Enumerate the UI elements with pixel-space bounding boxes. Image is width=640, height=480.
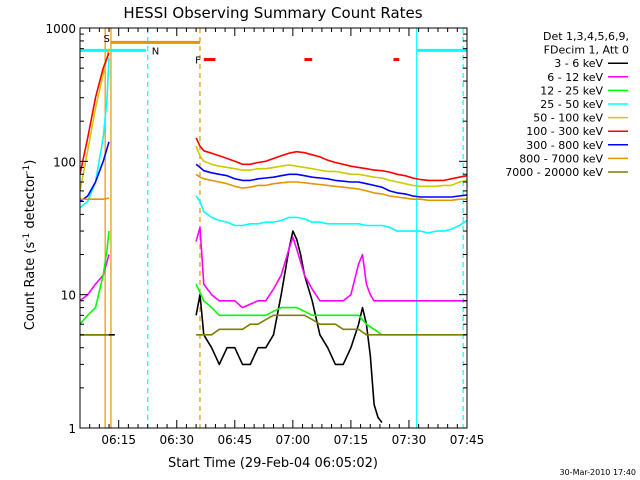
series-line-5 [195,137,467,182]
chart-title: HESSI Observing Summary Count Rates [123,4,422,22]
legend-label: 25 - 50 keV [540,98,603,111]
series-line-7 [195,173,467,202]
legend-label: 50 - 100 keV [533,112,603,125]
plot-frame [79,27,468,429]
x-tick-label: 07:00 [276,433,311,447]
series-line-4 [195,145,467,188]
legend-label: 100 - 300 keV [526,125,603,138]
series-line-2 [195,283,467,336]
series-line-8 [196,314,467,336]
series-line-5 [80,52,110,175]
y-tick-label: 10 [61,289,76,303]
series-line-2 [80,231,110,325]
x-axis-label: Start Time (29-Feb-04 06:05:02) [168,456,378,471]
legend-label: 800 - 7000 keV [519,152,603,165]
plot-area: S N F [80,28,467,428]
x-tick-label: 07:45 [450,433,485,447]
x-tick-label: 06:45 [218,433,253,447]
ylabel-part-2: detector [23,173,38,233]
x-tick-label: 06:15 [101,433,136,447]
series-line-6 [80,141,110,203]
legend-header: FDecim 1, Att 0 [544,44,629,57]
x-tick-label: 06:30 [159,433,194,447]
x-tick-label: 07:30 [392,433,427,447]
y-axis-label: Count Rate (s-1 detector-1) [22,160,38,331]
series-line-4 [80,48,110,192]
legend-label: 3 - 6 keV [554,57,603,70]
annotation-f: F [195,56,201,67]
legend-label: 300 - 800 keV [526,139,603,152]
x-tick-label: 07:15 [334,433,369,447]
series-line-0 [195,230,383,423]
legend-label: 7000 - 20000 keV [505,166,603,179]
y-tick-label: 100 [53,155,76,169]
ylabel-part-1: Count Rate (s [23,242,38,331]
ylabel-sup-1: -1 [22,233,32,242]
y-tick-label: 1 [68,422,76,436]
annotation-s: S [104,34,110,45]
y-tick-label: 1000 [45,22,76,36]
legend-header: Det 1,3,4,5,6,9, [543,30,629,43]
series-line-1 [80,254,110,302]
ylabel-part-3: ) [23,160,38,165]
legend-label: 6 - 12 keV [547,71,603,84]
svg-text:Count Rate (s-1 detector-1): Count Rate (s-1 detector-1) [22,160,38,331]
ylabel-sup-2: -1 [22,165,32,174]
series-line-3 [80,57,110,209]
series-line-3 [195,195,467,234]
series-line-6 [195,163,467,198]
annotation-n: N [152,46,159,57]
axes: 06:15 06:30 06:45 07:00 07:15 07:30 07:45 1 10 10… [45,22,484,447]
series-line-7 [80,197,110,200]
legend-label: 12 - 25 keV [540,84,603,97]
series-line-1 [195,226,467,309]
legend: Det 1,3,4,5,6,9,FDecim 1, Att 03 - 6 keV… [505,30,629,179]
footer-date: 30-Mar-2010 17:40 [560,468,637,477]
